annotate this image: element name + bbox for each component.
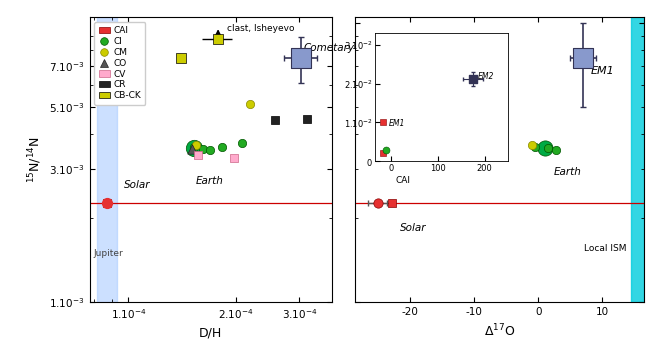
Text: Cometary: Cometary xyxy=(303,43,355,53)
Point xyxy=(217,144,228,150)
Point xyxy=(530,144,540,150)
Y-axis label: $^{15}$N/$^{14}$N: $^{15}$N/$^{14}$N xyxy=(27,136,44,183)
Text: CAI: CAI xyxy=(396,176,410,185)
Point xyxy=(187,146,197,151)
Point xyxy=(527,142,537,148)
Point xyxy=(539,145,550,150)
Point xyxy=(191,142,201,148)
Point xyxy=(228,155,239,161)
Point xyxy=(469,152,479,157)
Text: Solar: Solar xyxy=(400,223,427,233)
Point xyxy=(189,145,199,150)
Text: Local ISM: Local ISM xyxy=(584,244,627,253)
Point xyxy=(378,150,388,155)
Text: Solar: Solar xyxy=(124,180,150,190)
Point xyxy=(212,36,223,42)
Text: Jupiter: Jupiter xyxy=(94,249,124,258)
X-axis label: D/H: D/H xyxy=(199,326,222,339)
Legend: CAI, CI, CM, CO, CV, CR, CB-CK: CAI, CI, CM, CO, CV, CR, CB-CK xyxy=(94,22,145,105)
Point xyxy=(189,144,199,150)
Point xyxy=(175,55,186,60)
Point xyxy=(296,55,307,60)
Point xyxy=(102,200,112,205)
Point xyxy=(467,76,478,82)
Bar xyxy=(631,17,644,302)
Point xyxy=(465,146,476,151)
Point xyxy=(301,116,312,121)
Point xyxy=(386,200,397,205)
Point xyxy=(237,140,248,146)
Point xyxy=(378,120,388,125)
Text: Earth: Earth xyxy=(195,176,223,186)
Text: EM1: EM1 xyxy=(591,66,615,76)
Point xyxy=(542,145,553,151)
Point xyxy=(205,147,215,152)
Point xyxy=(578,55,588,61)
Text: Earth: Earth xyxy=(554,167,582,177)
Point xyxy=(373,200,383,205)
Point xyxy=(551,147,562,153)
Text: clast, Isheyevo: clast, Isheyevo xyxy=(226,24,294,33)
Bar xyxy=(98,17,117,302)
Point xyxy=(270,117,280,122)
Text: EM2: EM2 xyxy=(477,72,494,81)
Text: EM1: EM1 xyxy=(389,119,406,128)
Point xyxy=(198,146,208,151)
Point xyxy=(244,101,255,107)
X-axis label: $\Delta^{17}$O: $\Delta^{17}$O xyxy=(484,322,515,339)
Point xyxy=(102,200,112,205)
Point xyxy=(193,152,203,158)
Point xyxy=(380,148,391,153)
